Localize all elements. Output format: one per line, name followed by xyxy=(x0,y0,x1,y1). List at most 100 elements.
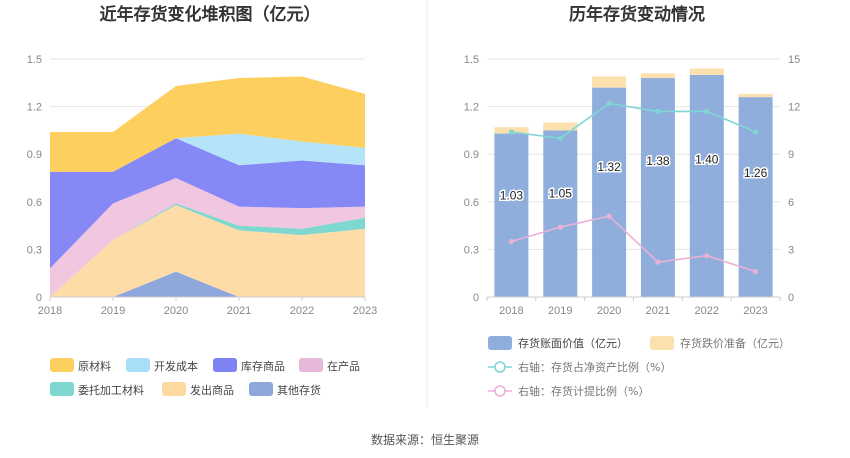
point-inventory-to-net-assets xyxy=(508,129,514,135)
point-impairment-ratio xyxy=(655,259,661,265)
left-legend-label: 其他存货 xyxy=(277,383,321,397)
right-y-tick-label: 0.3 xyxy=(464,244,479,256)
left-x-tick-label: 2022 xyxy=(290,305,314,317)
left-legend-label: 库存商品 xyxy=(241,359,285,373)
left-x-tick-label: 2023 xyxy=(353,305,377,317)
bar-impairment xyxy=(592,76,627,88)
point-impairment-ratio xyxy=(606,213,612,219)
right-x-tick-label: 2022 xyxy=(695,305,719,317)
right-legend-marker xyxy=(494,385,506,397)
bar-value-label: 1.26 xyxy=(744,166,768,180)
area-series-4 xyxy=(50,178,365,297)
point-inventory-to-net-assets xyxy=(753,129,759,135)
bar-book-value xyxy=(689,74,724,298)
left-legend-swatch xyxy=(50,382,74,396)
bar-value-label: 1.38 xyxy=(646,154,670,168)
bar-book-value xyxy=(494,133,529,297)
right-bars: 1.03 1.05 1.32 1.38 1.40 1.26 xyxy=(494,68,773,298)
right-x-tick-label: 2018 xyxy=(499,305,523,317)
left-y-tick-label: 0 xyxy=(36,292,42,304)
bar-value-label: 1.03 xyxy=(500,189,524,203)
point-impairment-ratio xyxy=(753,269,759,275)
data-source-note: 数据来源：恒生聚源 xyxy=(371,432,479,447)
left-legend-label: 委托加工材料 xyxy=(78,383,144,397)
left-legend-swatch xyxy=(213,358,237,372)
right-axis: 0 0.3 0.6 0.9 1.2 1.5 0 3 6 9 12 15 2018 2019 2020 2021… xyxy=(464,54,801,317)
right-legend-label: 存货账面价值（亿元） xyxy=(518,336,628,350)
bar-book-value xyxy=(592,87,627,297)
right-y-tick-label: 1.5 xyxy=(464,54,479,66)
right-chart-title: 历年存货变动情况 xyxy=(569,4,705,25)
left-legend-swatch xyxy=(299,358,323,372)
left-y-tick-label: 0.9 xyxy=(27,149,42,161)
bar-book-value xyxy=(543,130,578,297)
left-legend-label: 在产品 xyxy=(327,359,360,373)
point-inventory-to-net-assets xyxy=(655,108,661,114)
left-axis: 0 0.3 0.6 0.9 1.2 1.5 2018 2019 2020 2021 2022 2023 xyxy=(27,54,378,317)
bar-value-label: 1.05 xyxy=(549,187,573,201)
line-inventory-to-net-assets xyxy=(511,102,756,140)
point-impairment-ratio xyxy=(508,238,514,245)
area-series-2 xyxy=(50,205,365,297)
left-chart-title: 近年存货变化堆积图（亿元） xyxy=(100,4,321,25)
left-x-tick-label: 2018 xyxy=(38,305,62,317)
right-y2-tick-label: 12 xyxy=(788,102,800,114)
bar-impairment xyxy=(543,122,578,131)
right-x-tick-label: 2019 xyxy=(548,305,572,317)
point-inventory-to-net-assets xyxy=(606,100,612,106)
right-legend: 存货账面价值（亿元） 存货跌价准备（亿元） 右轴：存货占净资产比例（%） 右轴：存货计… xyxy=(488,336,790,398)
bar-impairment xyxy=(689,68,724,75)
right-legend-swatch-impairment xyxy=(650,336,674,350)
right-legend-label: 右轴：存货计提比例（%） xyxy=(518,384,649,398)
area-series-7 xyxy=(50,76,365,172)
left-areas xyxy=(50,76,365,297)
right-y-tick-label: 1.2 xyxy=(464,102,479,114)
right-y2-tick-label: 15 xyxy=(788,54,800,66)
right-y-tick-label: 0.9 xyxy=(464,149,479,161)
right-legend-swatch-book-value xyxy=(488,336,512,350)
point-impairment-ratio xyxy=(557,224,563,230)
area-series-6 xyxy=(50,133,365,172)
right-grid xyxy=(487,58,780,298)
right-x-tick-label: 2021 xyxy=(646,305,670,317)
right-y-tick-label: 0.6 xyxy=(464,197,479,209)
left-legend-swatch xyxy=(50,358,74,372)
bar-value-label: 1.32 xyxy=(597,160,621,174)
left-y-tick-label: 1.2 xyxy=(27,102,42,114)
right-y2-tick-label: 0 xyxy=(788,292,794,304)
left-legend-swatch xyxy=(249,382,273,396)
left-legend-label: 原材料 xyxy=(78,359,111,373)
right-legend-label: 存货跌价准备（亿元） xyxy=(680,336,790,350)
right-lines xyxy=(508,100,759,275)
right-y2-tick-label: 6 xyxy=(788,197,794,209)
area-series-1 xyxy=(50,271,365,297)
right-x-tick-label: 2023 xyxy=(743,305,767,317)
right-legend-label: 右轴：存货占净资产比例（%） xyxy=(518,360,671,374)
point-inventory-to-net-assets xyxy=(704,108,710,114)
bar-value-label: 1.40 xyxy=(695,152,719,166)
right-x-tick-label: 2020 xyxy=(597,305,621,317)
left-legend-swatch xyxy=(162,382,186,396)
line-impairment-ratio xyxy=(511,215,756,273)
right-y2-tick-label: 9 xyxy=(788,149,794,161)
point-impairment-ratio xyxy=(704,253,710,259)
left-x-tick-label: 2019 xyxy=(101,305,125,317)
left-legend-label: 开发成本 xyxy=(154,359,198,373)
left-y-tick-label: 1.5 xyxy=(27,54,42,66)
left-y-tick-label: 0.6 xyxy=(27,197,42,209)
bar-impairment xyxy=(640,73,675,79)
right-legend-marker xyxy=(494,361,506,373)
left-y-tick-label: 0.3 xyxy=(27,244,42,256)
area-series-5 xyxy=(50,138,365,269)
right-y2-tick-label: 3 xyxy=(788,244,794,256)
bar-impairment xyxy=(738,93,773,98)
left-legend-label: 发出商品 xyxy=(190,383,234,397)
left-x-tick-label: 2020 xyxy=(164,305,188,317)
left-x-tick-label: 2021 xyxy=(227,305,251,317)
point-inventory-to-net-assets xyxy=(557,135,563,141)
right-y-tick-label: 0 xyxy=(473,292,479,304)
left-legend-swatch xyxy=(126,358,150,372)
